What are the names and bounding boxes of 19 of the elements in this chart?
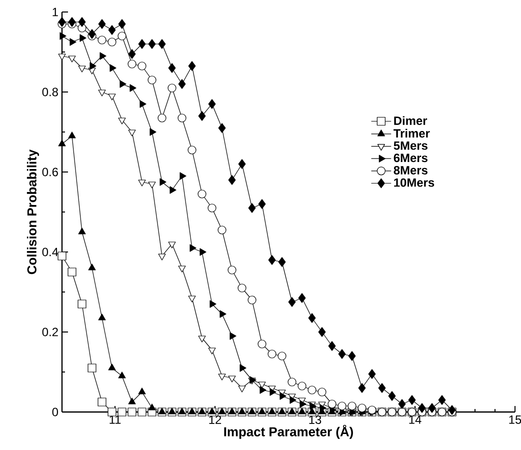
y-tick-label: 0.6 [42, 168, 58, 176]
y-tick-label: 0.2 [42, 328, 58, 336]
x-tick-label: 11 [110, 416, 121, 424]
legend-label: 8Mers [394, 166, 428, 174]
x-axis-title: Impact Parameter (Å) [224, 424, 353, 439]
legend-label: Trimer [394, 128, 430, 138]
x-tick-label: 15 [509, 416, 521, 424]
legend-label: 5Mers [394, 141, 428, 150]
x-tick-label: 12 [209, 416, 222, 424]
y-axis-title: Collision Probability [26, 149, 40, 274]
x-tick-label: 14 [409, 416, 422, 424]
legend-label: 10Mers [394, 178, 434, 187]
y-tick-label: 0 [52, 408, 58, 416]
legend-label: 6Mers [394, 154, 428, 162]
y-tick-label: 0.4 [42, 248, 58, 256]
y-tick-label: 1 [52, 8, 58, 16]
legend-label: Dimer [394, 116, 428, 125]
x-tick-label: 13 [309, 416, 322, 424]
y-tick-label: 0.8 [42, 88, 58, 96]
